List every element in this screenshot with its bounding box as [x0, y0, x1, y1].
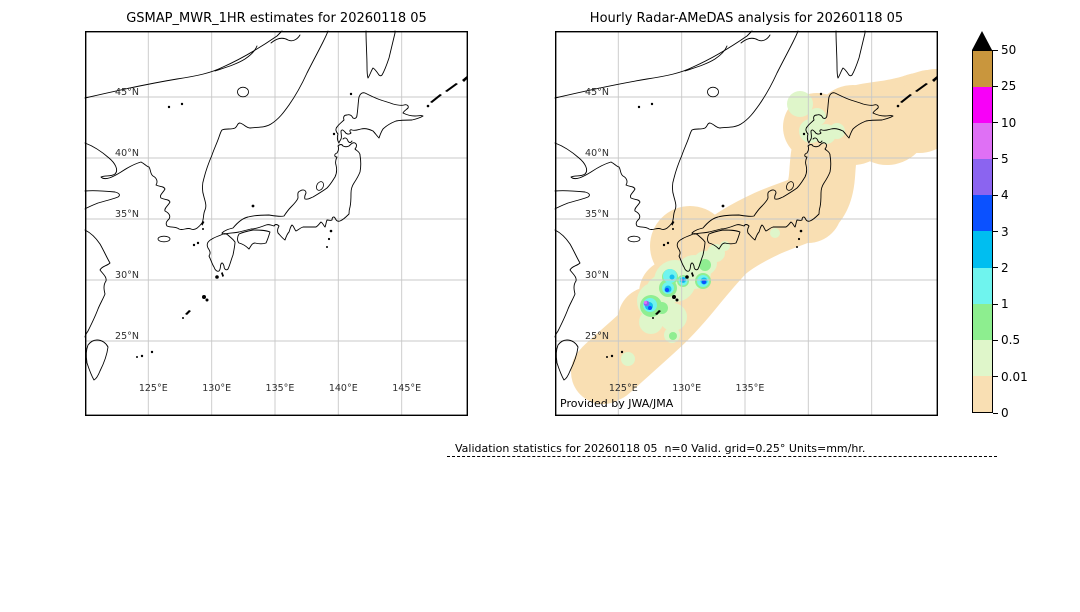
precip-blob — [669, 332, 677, 340]
colorbar-tick-mark — [993, 158, 998, 160]
colorbar-tick-label: 3 — [1001, 224, 1009, 239]
precip-level-3-4 — [648, 278, 707, 310]
colorbar-tick-label: 5 — [1001, 151, 1009, 166]
precip-blob — [669, 274, 675, 280]
lat-label: 25°N — [585, 331, 609, 342]
colorbar-tick-mark — [993, 231, 998, 232]
precip-blob — [787, 91, 813, 117]
colorbar-segment — [973, 195, 992, 232]
precip-blob — [639, 310, 663, 334]
colorbar-tick-mark — [993, 412, 998, 414]
colorbar-tick-label: 0.5 — [1001, 333, 1021, 348]
colorbar-segment — [973, 87, 992, 124]
right-map-border — [554, 30, 939, 417]
lat-label: 45°N — [115, 87, 139, 98]
colorbar-segment — [973, 231, 992, 268]
lat-label: 35°N — [585, 209, 609, 220]
colorbar-segment — [973, 339, 992, 376]
lat-label: 30°N — [585, 270, 609, 281]
lon-label: 125°E — [609, 383, 638, 394]
colorbar-tick-mark — [993, 85, 998, 87]
right-map-axis-labels: 45°N 40°N 35°N 30°N 25°N 125°E 130°E 135°E — [585, 87, 764, 394]
colorbar-bar — [972, 50, 993, 413]
colorbar-tick-label: 0 — [1001, 406, 1009, 420]
precip-blob — [898, 69, 938, 145]
left-map-border — [84, 30, 469, 417]
precip-blob — [829, 123, 845, 139]
colorbar-tick-mark — [993, 49, 998, 51]
colorbar-segment — [973, 303, 992, 340]
radar-amedas-analysis-map: 45°N 40°N 35°N 30°N 25°N 125°E 130°E 135°E Prov… — [554, 30, 939, 417]
precip-blob — [770, 228, 780, 238]
validation-statistics-text: Validation statistics for 20260118 05 n=… — [447, 442, 997, 457]
precip-blob — [571, 340, 635, 404]
colorbar-segment — [973, 375, 992, 412]
colorbar-tick-mark — [993, 194, 998, 196]
lat-label: 40°N — [115, 148, 139, 159]
colorbar-tick-mark — [993, 303, 998, 305]
right-panel-title: Hourly Radar-AMeDAS analysis for 2026011… — [589, 11, 904, 26]
precip-blob — [664, 287, 670, 293]
precip-level-5-10 — [643, 300, 648, 305]
lat-label: 40°N — [585, 148, 609, 159]
lon-label: 135°E — [736, 383, 765, 394]
lon-label: 145°E — [392, 383, 421, 394]
colorbar-tick-label: 2 — [1001, 260, 1009, 275]
colorbar-tick-label: 0.01 — [1001, 369, 1028, 384]
colorbar-tick-mark — [993, 376, 998, 378]
colorbar-overflow-arrow-icon — [972, 31, 992, 50]
lat-label: 35°N — [115, 209, 139, 220]
colorbar-tick-label: 1 — [1001, 297, 1009, 312]
precip-blob — [621, 352, 635, 366]
left-panel-title: GSMAP_MWR_1HR estimates for 20260118 05 — [126, 11, 427, 26]
credit-text: Provided by JWA/JMA — [560, 397, 674, 410]
colorbar-tick-mark — [993, 267, 998, 269]
lat-label: 30°N — [115, 270, 139, 281]
precip-blob — [720, 241, 730, 251]
precip-blob — [701, 279, 707, 285]
colorbar-tick-mark — [993, 122, 998, 124]
colorbar — [972, 31, 993, 413]
lat-label: 25°N — [115, 331, 139, 342]
colorbar-tick-label: 10 — [1001, 115, 1017, 130]
precip-blob — [707, 244, 725, 262]
colorbar-tick-label: 4 — [1001, 188, 1009, 203]
lon-label: 140°E — [329, 383, 358, 394]
precip-blob — [699, 259, 711, 271]
lat-label: 45°N — [585, 87, 609, 98]
lon-label: 125°E — [139, 383, 168, 394]
precip-blob — [648, 306, 652, 310]
precip-blob — [643, 300, 648, 305]
colorbar-segment — [973, 267, 992, 304]
gsmap-estimates-map: 45°N 40°N 35°N 30°N 25°N 125°E 130°E 135°E 140°E… — [84, 30, 469, 417]
colorbar-segment — [973, 123, 992, 160]
colorbar-tick-mark — [993, 339, 998, 341]
colorbar-segment — [973, 51, 992, 88]
lon-label: 130°E — [202, 383, 231, 394]
lon-label: 130°E — [672, 383, 701, 394]
colorbar-tick-label: 50 — [1001, 43, 1017, 57]
lon-label: 135°E — [266, 383, 295, 394]
colorbar-tick-label: 25 — [1001, 79, 1017, 94]
left-map-axis-labels: 45°N 40°N 35°N 30°N 25°N 125°E 130°E 135°E 140°E… — [115, 87, 421, 394]
colorbar-segment — [973, 159, 992, 196]
